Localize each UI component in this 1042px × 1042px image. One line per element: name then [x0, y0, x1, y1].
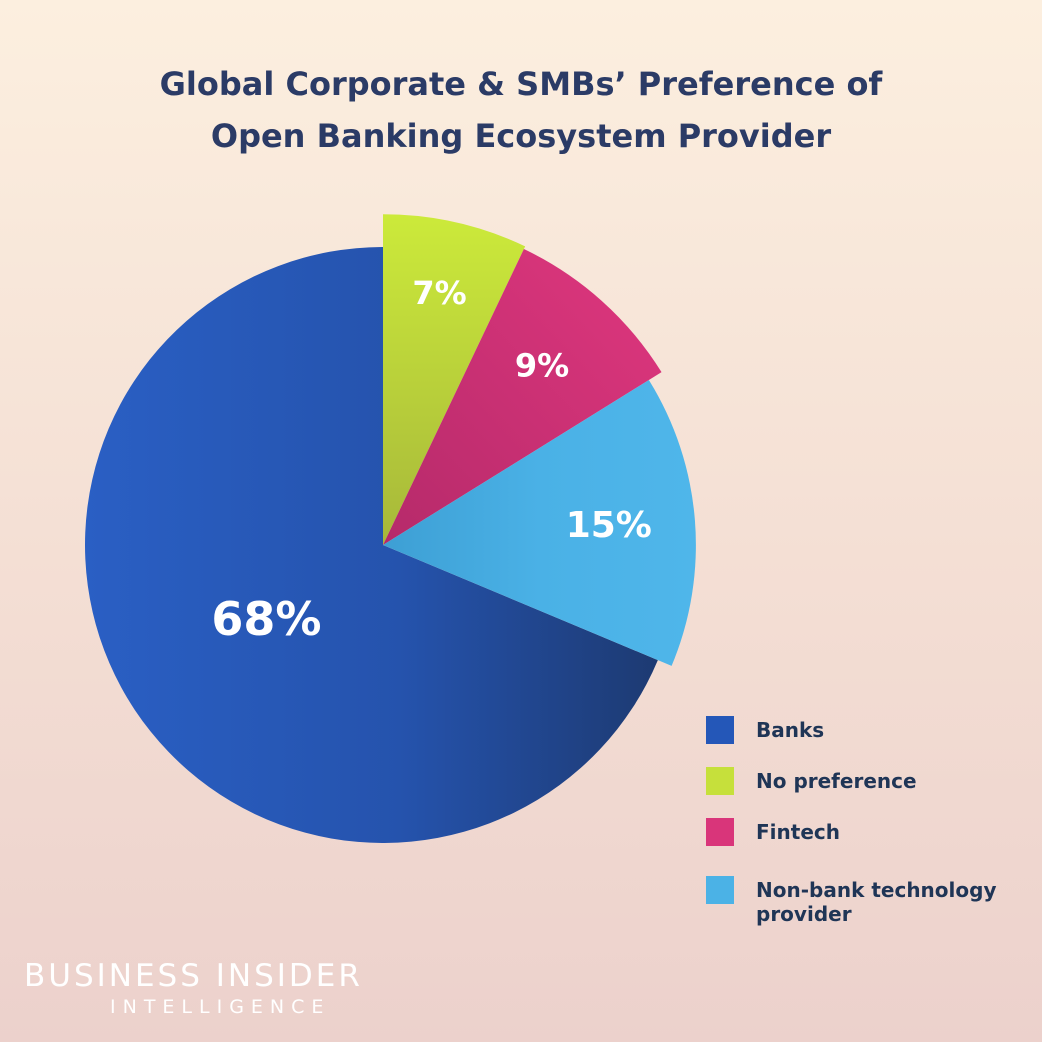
brand-sub-text: INTELLIGENCE: [110, 996, 331, 1018]
chart-title: Global Corporate & SMBs’ Preference of O…: [0, 58, 1042, 162]
legend-swatch-no-preference: [706, 767, 734, 795]
pie-slice-no-preference: [383, 214, 526, 545]
legend-label-non-bank-technology-provider: Non-bank technology provider: [756, 878, 997, 926]
chart-title-line-2: Open Banking Ecosystem Provider: [210, 117, 832, 155]
pie-slice-banks: [84, 247, 658, 843]
legend-swatch-non-bank-technology-provider: [706, 876, 734, 904]
chart-title-line-1: Global Corporate & SMBs’ Preference of: [159, 65, 883, 103]
pie-slice-fintech: [383, 249, 662, 545]
legend-label-no-preference: No preference: [756, 769, 917, 793]
legend-label-banks: Banks: [756, 718, 825, 742]
legend-swatch-banks: [706, 716, 734, 744]
pie-slice-labels: 68% 7% 9% 15%: [211, 274, 652, 646]
pie-slices: [84, 214, 696, 843]
pie-label-non-bank-technology-provider: 15%: [566, 505, 652, 546]
legend-swatch-fintech: [706, 818, 734, 846]
pie-label-banks: 68%: [211, 592, 321, 646]
pie-slice-non-bank-technology-provider: [383, 380, 696, 666]
brand-logo: BUSINESS INSIDER INTELLIGENCE: [24, 958, 363, 1020]
pie-label-no-preference: 7%: [412, 274, 466, 312]
pie-label-fintech: 9%: [515, 346, 569, 384]
brand-main-text: BUSINESS INSIDER: [24, 958, 363, 994]
legend-label-fintech: Fintech: [756, 820, 840, 844]
